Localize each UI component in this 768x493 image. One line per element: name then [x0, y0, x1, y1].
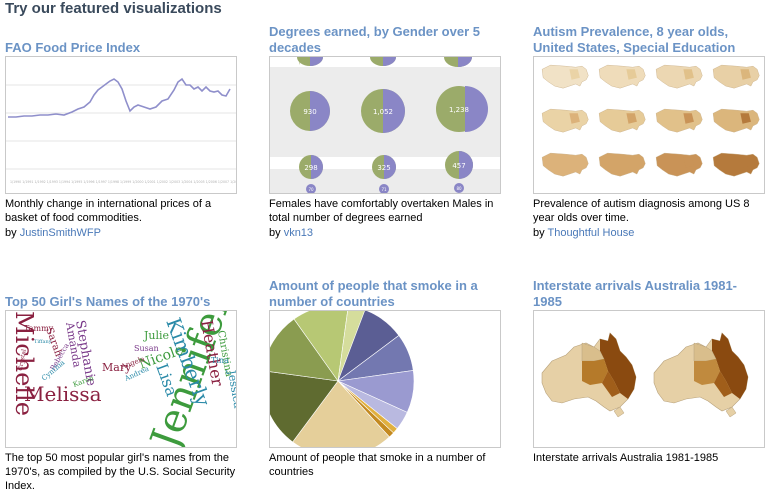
author-link[interactable]: vkn13 — [283, 227, 314, 239]
bubble-label: 457 — [452, 162, 465, 170]
author-link[interactable]: JustinSmithWFP — [19, 227, 101, 239]
card-description: Interstate arrivals Australia 1981-1985 — [533, 452, 719, 464]
svg-text:1/1990 1/1991 1/1992 1/1993 1/: 1/1990 1/1991 1/1992 1/1993 1/1994 1/199… — [10, 180, 236, 184]
card-smoking-countries: Amount of people that smoke in a number … — [269, 278, 501, 479]
thumbnail-map-grid[interactable] — [533, 56, 765, 194]
bubble-label: 80 — [456, 186, 462, 191]
bubble-label: 298 — [304, 164, 317, 172]
word: Jessica — [225, 368, 236, 410]
word: Tina — [211, 356, 229, 365]
card-description: Females have comfortably overtaken Males… — [269, 198, 494, 224]
word: Melissa — [24, 382, 102, 406]
bubble-label: 325 — [377, 164, 390, 172]
card-description: The top 50 most popular girl's names fro… — [5, 452, 236, 492]
word: Michelle — [10, 311, 38, 416]
word: Susan — [134, 344, 159, 353]
card-author-line: by vkn13 — [269, 226, 501, 240]
card-author-line: by Thoughtful House — [533, 226, 765, 240]
bubble-label: 1,052 — [373, 108, 393, 116]
word: Crystal — [17, 349, 28, 372]
by-label: by — [533, 227, 545, 239]
thumbnail-australia-maps[interactable] — [533, 310, 765, 448]
by-label: by — [5, 227, 17, 239]
thumbnail-bubble-chart[interactable]: 930 1,052 1,238 298 325 457 70 71 80 — [269, 56, 501, 194]
card-autism-prevalence: Autism Prevalence, 8 year olds, United S… — [533, 24, 765, 240]
thumbnail-word-cloud[interactable]: Michelle Melissa Jennifer Kimberly Heath… — [5, 310, 237, 448]
word: Tammy — [24, 324, 54, 333]
card-title-link[interactable]: Top 50 Girl's Names of the 1970's — [5, 294, 211, 309]
by-label: by — [269, 227, 281, 239]
card-description: Amount of people that smoke in a number … — [269, 452, 486, 478]
bubble-label: 1,238 — [449, 106, 469, 114]
card-degrees-earned: Degrees earned, by Gender over 5 decades — [269, 24, 501, 240]
word: Mary — [102, 361, 132, 374]
section-heading: Try our featured visualizations — [5, 0, 222, 17]
card-interstate-arrivals: Interstate arrivals Australia 1981-1985 … — [533, 278, 765, 465]
card-title-link[interactable]: Autism Prevalence, 8 year olds, United S… — [533, 24, 736, 55]
bubble-label: 71 — [381, 187, 387, 192]
bubble-label: 70 — [308, 187, 314, 192]
card-title-link[interactable]: Amount of people that smoke in a number … — [269, 278, 478, 309]
author-link[interactable]: Thoughtful House — [547, 227, 635, 239]
card-title-link[interactable]: Degrees earned, by Gender over 5 decades — [269, 24, 480, 55]
card-girls-names: Top 50 Girl's Names of the 1970's Michel… — [5, 294, 237, 493]
card-description: Prevalence of autism diagnosis among US … — [533, 198, 750, 224]
card-description: Monthly change in international prices o… — [5, 198, 212, 224]
card-author-line: by JustinSmithWFP — [5, 226, 237, 240]
thumbnail-line-chart[interactable]: 1/1990 1/1991 1/1992 1/1993 1/1994 1/199… — [5, 56, 237, 194]
word: Julie — [143, 329, 169, 342]
card-title-link[interactable]: Interstate arrivals Australia 1981-1985 — [533, 278, 738, 309]
thumbnail-pie-chart[interactable] — [269, 310, 501, 448]
card-title-link[interactable]: FAO Food Price Index — [5, 40, 141, 55]
bubble-label: 930 — [303, 108, 316, 116]
word: Tiffany — [34, 339, 52, 345]
card-fao-food-price-index: FAO Food Price Index 1/1990 1/1991 1/199… — [5, 40, 237, 240]
